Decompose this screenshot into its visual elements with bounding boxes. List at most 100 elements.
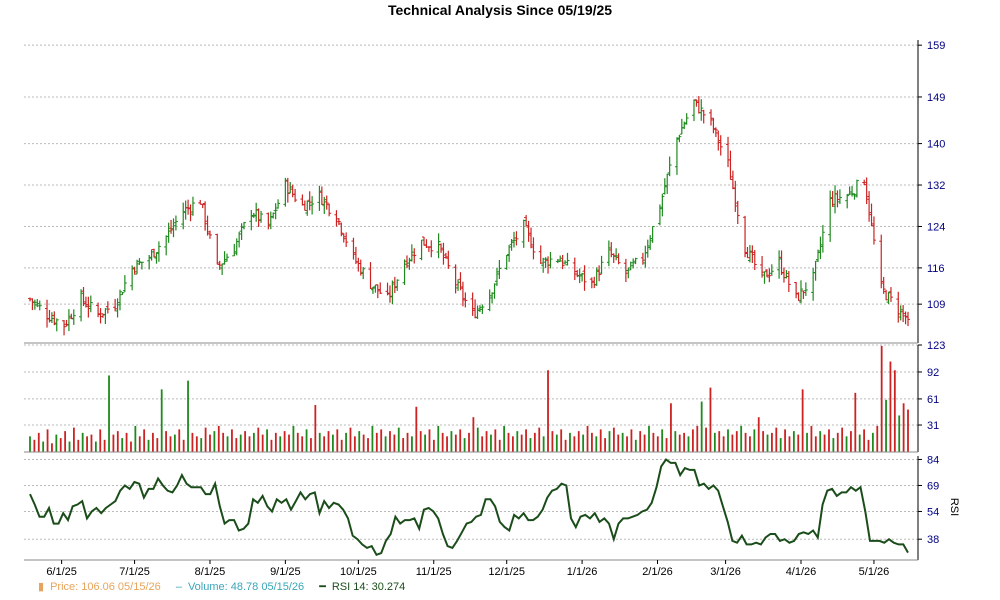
price-bar [232,243,237,257]
volume-bar [310,438,312,452]
volume-bar [411,436,413,452]
volume-bar [90,434,93,452]
volume-bar [700,401,703,452]
price-bar [385,282,390,296]
price-bar [341,233,346,243]
volume-bar [428,429,431,452]
price-bar [378,282,383,294]
volume-bar [279,436,282,452]
price-bar [871,216,876,245]
price-bar [293,188,298,203]
price-bar [752,250,757,271]
volume-bar [288,434,290,452]
volume-bar [893,370,896,452]
price-bar [390,280,395,305]
price-bar [307,191,312,211]
price-bar [234,238,239,256]
price-bar [606,240,611,267]
price-bar [409,244,414,262]
volume-bar [643,434,646,452]
volume-bar [463,438,466,452]
volume-bar [169,436,172,452]
price-bar [494,268,499,286]
price-bar [665,173,670,194]
price-bar [171,218,176,238]
price-bar [504,254,509,270]
price-bar [555,259,560,264]
price-bar [266,212,271,230]
volume-bar [494,429,497,452]
volume-bar [419,431,422,452]
volume-bar [753,429,756,452]
price-bar [200,203,205,209]
rsi-series [29,458,909,557]
price-bar [835,190,840,208]
volume-bar [380,429,383,452]
price-bar [443,252,448,259]
price-bar [117,289,122,311]
price-bar [813,260,818,281]
price-bar [419,239,424,261]
price-bar [62,320,67,336]
price-bar [156,241,161,262]
price-bar [784,270,789,279]
volume-bar [507,432,510,452]
price-bar [249,209,254,231]
price-bar [794,281,799,299]
price-bar [237,231,242,248]
y-tick-label: 109 [927,299,945,311]
price-bar [548,251,553,269]
price-bar [273,203,278,220]
price-bar [854,179,859,198]
price-bar [135,259,140,275]
price-bar [626,267,631,279]
volume-bar [687,436,690,452]
price-bar [828,190,833,242]
price-bar [205,215,210,236]
volume-bar [626,436,628,452]
price-bar [611,253,616,263]
price-bar [436,233,441,259]
price-bar [460,281,465,307]
price-bar [888,287,893,302]
volume-bar [130,441,132,452]
price-bar [575,269,580,278]
price-bar [541,257,546,273]
price-bar [268,211,273,230]
x-tick-label: 1/1/26 [567,566,598,578]
price-bar [288,181,293,194]
volume-bar [907,409,909,452]
y-tick-label: 123 [927,340,945,352]
volume-bar [231,429,233,452]
price-bar [402,259,407,285]
price-bar [370,286,375,294]
volume-bar [621,432,624,452]
price-bar [441,242,446,265]
x-tick-label: 11/1/25 [416,566,452,578]
price-bar [490,292,495,304]
volume-bar [639,431,642,452]
price-bar [509,239,514,251]
price-bar [404,255,409,269]
price-bar [884,289,889,301]
legend-rsi-text: RSI 14: 30.274 [331,581,406,593]
volume-bar [393,434,396,452]
volume-bar [235,438,238,452]
price-bar [679,118,684,135]
volume-bar [367,438,369,452]
price-bar [147,254,152,270]
volume-bar [332,434,334,452]
price-bar [580,272,585,282]
price-bar [764,269,769,278]
volume-bar [485,431,488,452]
y-tick-label: 149 [927,92,945,104]
price-bar [830,191,835,207]
price-bar [728,150,733,180]
price-bar [88,295,93,313]
price-bar [256,208,261,227]
price-bar [166,222,171,243]
legend-price-text: Price: 106.06 05/15/26 [50,581,161,593]
volume-bar [213,431,216,452]
price-bar [507,245,512,262]
y-tick-label: 116 [927,263,945,275]
